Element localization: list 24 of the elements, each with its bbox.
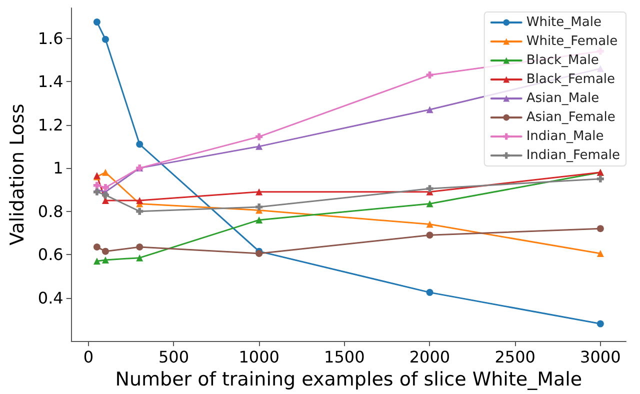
x-tick-label: 2500: [494, 348, 536, 367]
x-tick-label: 3000: [580, 348, 621, 367]
y-axis-title: Validation Loss: [6, 104, 28, 246]
x-tick-label: 500: [158, 348, 190, 367]
y-tick-label: 1.2: [38, 115, 64, 134]
legend-label: Indian_Male: [526, 129, 604, 144]
legend-label: Black_Female: [526, 72, 616, 87]
legend-label: Black_Male: [526, 53, 599, 68]
x-tick-label: 0: [83, 348, 94, 367]
x-tick-label: 1500: [324, 348, 365, 367]
legend-label: Asian_Male: [526, 91, 600, 106]
y-tick-label: 1.4: [38, 72, 64, 92]
x-axis-title: Number of training examples of slice White_Male: [115, 368, 582, 390]
legend-label: Asian_Female: [526, 110, 616, 125]
y-tick-label: 1.6: [38, 28, 64, 48]
x-tick-label: 1000: [238, 348, 280, 367]
x-tick-label: 2000: [409, 348, 450, 367]
y-tick-label: 0.8: [38, 202, 64, 221]
legend-label: Indian_Female: [526, 148, 620, 163]
legend-label: White_Female: [526, 34, 618, 49]
y-tick-label: 0.4: [38, 288, 64, 308]
y-tick-label: 1: [53, 158, 64, 178]
legend-label: White_Male: [526, 15, 602, 30]
y-tick-label: 0.6: [38, 245, 64, 264]
